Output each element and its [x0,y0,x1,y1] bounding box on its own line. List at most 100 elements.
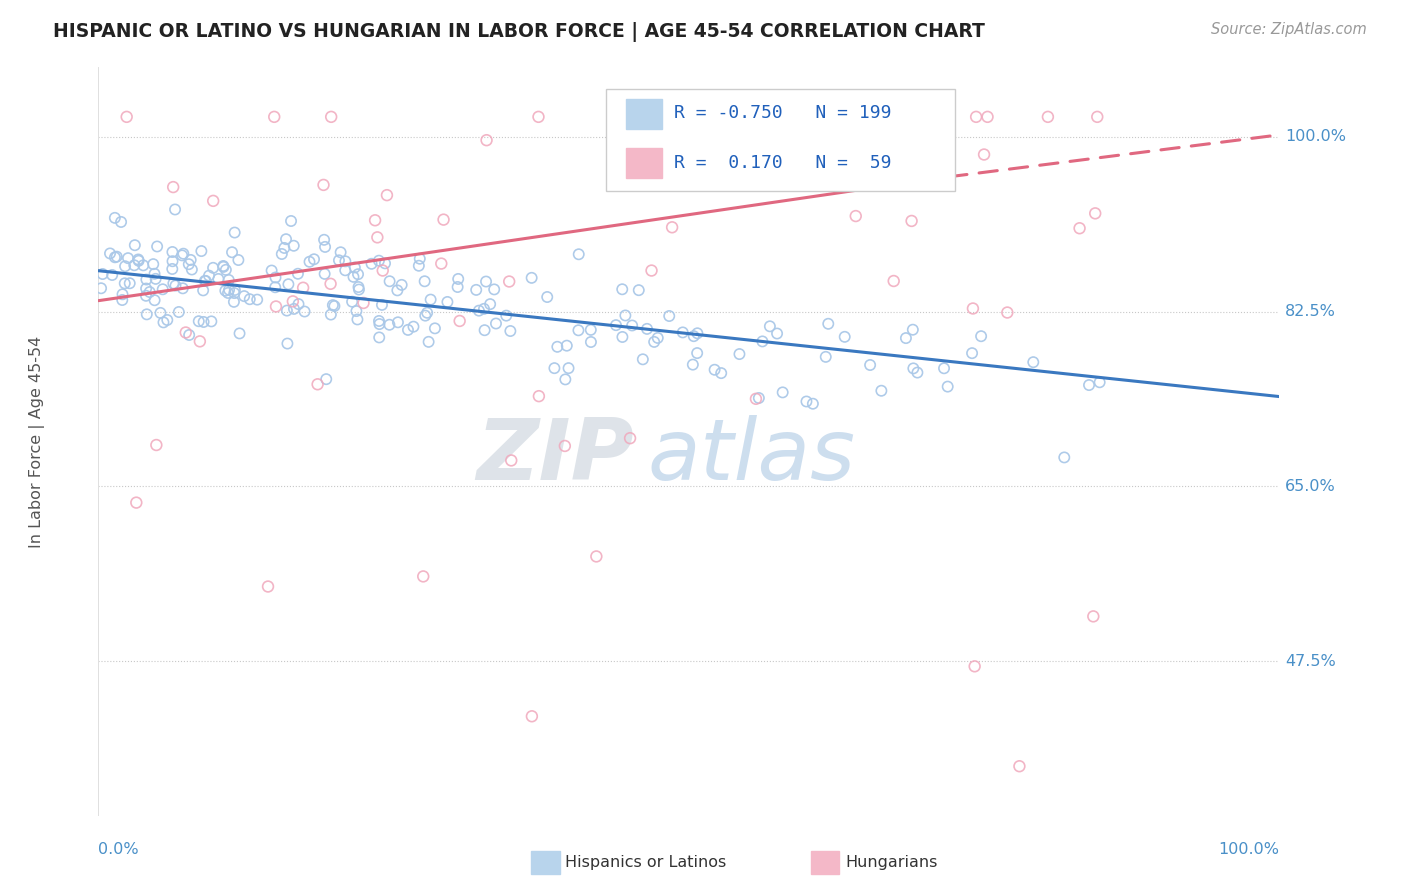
Point [520,709,543,723]
Point [1078,378,1101,392]
Point [605,318,627,333]
Point [200,314,222,328]
Point [423,321,446,335]
Point [142,257,165,271]
Point [485,317,508,331]
Bar [626,148,662,178]
Point [124,238,146,252]
Point [472,301,495,316]
Point [287,297,309,311]
Point [643,110,665,124]
Point [475,133,498,147]
Text: 100.0%: 100.0% [1219,842,1279,857]
Point [960,346,983,360]
Point [567,323,589,337]
Point [619,431,641,445]
Point [111,287,134,301]
Point [162,245,184,260]
Point [138,285,160,299]
Point [965,110,987,124]
Point [124,238,146,252]
Point [772,385,794,400]
Point [536,290,558,304]
Point [834,330,856,344]
Point [114,259,136,273]
Point [145,272,167,286]
Point [111,293,134,307]
Point [101,268,124,282]
Point [631,352,654,367]
Point [475,275,498,289]
Point [567,323,589,337]
Point [264,300,287,314]
Point [710,366,733,380]
Point [98,246,121,260]
Point [264,270,287,285]
Point [165,278,187,293]
Text: HISPANIC OR LATINO VS HUNGARIAN IN LABOR FORCE | AGE 45-54 CORRELATION CHART: HISPANIC OR LATINO VS HUNGARIAN IN LABOR… [53,22,986,42]
Point [474,323,496,337]
Point [360,257,382,271]
Point [222,294,245,309]
Point [233,289,256,303]
Point [174,326,197,340]
Point [367,253,389,268]
Point [101,268,124,282]
Point [314,240,336,254]
Point [970,329,993,343]
Point [546,340,568,354]
Point [172,281,194,295]
Point [579,323,602,337]
Point [104,250,127,264]
Point [468,303,491,318]
Point [557,361,579,376]
Point [162,262,184,277]
Point [614,309,637,323]
Point [110,215,132,229]
Point [346,312,368,326]
Point [142,257,165,271]
Point [759,319,782,334]
Point [682,329,704,343]
Point [179,328,201,343]
Point [110,215,132,229]
Point [135,307,157,321]
Point [194,274,217,288]
Point [315,372,337,386]
Point [409,252,432,266]
Point [294,304,316,318]
Point [239,292,262,306]
Point [111,293,134,307]
Point [98,246,121,260]
Point [127,252,149,267]
Point [228,326,250,341]
Point [387,315,409,329]
Point [207,272,229,286]
Point [446,280,468,294]
Point [165,202,187,217]
Point [194,274,217,288]
Point [1078,378,1101,392]
Point [962,301,984,316]
Point [402,319,425,334]
Point [703,363,725,377]
Point [745,392,768,406]
Point [193,315,215,329]
Point [557,361,579,376]
Point [1036,110,1059,124]
Point [105,250,128,264]
Point [264,280,287,294]
Point [499,324,522,338]
Point [1084,206,1107,220]
Point [766,326,789,341]
Point [90,281,112,295]
Text: R =  0.170   N =  59: R = 0.170 N = 59 [673,153,891,172]
Point [413,309,436,323]
Point [479,297,502,311]
Point [228,252,250,267]
Point [132,258,155,272]
Point [180,252,202,267]
Point [276,303,298,318]
Point [605,318,627,333]
Point [233,289,256,303]
